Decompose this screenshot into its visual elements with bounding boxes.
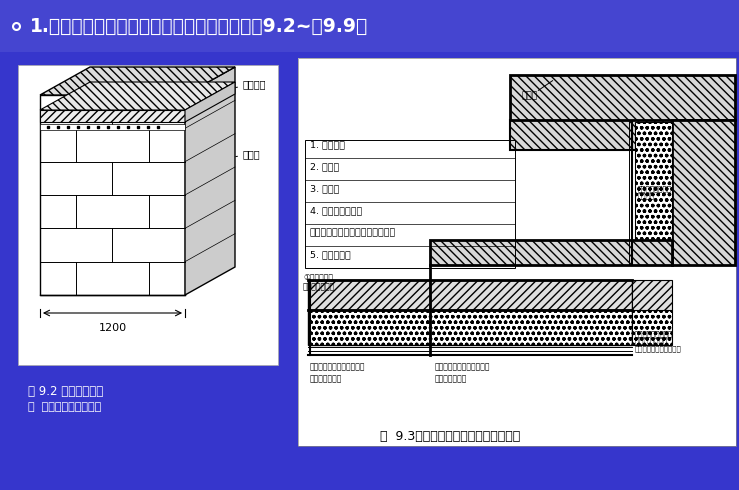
Text: 1. 基层墙体: 1. 基层墙体 xyxy=(310,140,345,149)
Text: 图  9.3首层墙体构造及墙角构造处理图: 图 9.3首层墙体构造及墙角构造处理图 xyxy=(380,430,520,443)
Text: ①层压入锚栓
（立者用新栓）: ①层压入锚栓 （立者用新栓） xyxy=(303,272,336,292)
Text: 注  墙面处板应交错互锁: 注 墙面处板应交错互锁 xyxy=(28,402,101,412)
Text: 耐碱玻璃纤维网格
布增强层: 耐碱玻璃纤维网格 布增强层 xyxy=(638,185,672,199)
Text: 2. 粘贴层: 2. 粘贴层 xyxy=(310,162,339,171)
Text: （压入两层耐碱玻璃纤维网格布）: （压入两层耐碱玻璃纤维网格布） xyxy=(310,228,396,237)
Polygon shape xyxy=(40,82,235,110)
Bar xyxy=(298,58,736,446)
Text: 聚苯板: 聚苯板 xyxy=(236,149,261,159)
Bar xyxy=(305,140,515,268)
Bar xyxy=(18,65,278,365)
Text: 3. 聚苯板: 3. 聚苯板 xyxy=(310,184,339,193)
Text: 配水剂: 配水剂 xyxy=(522,91,538,100)
Bar xyxy=(430,280,632,310)
Bar xyxy=(672,120,735,265)
Bar xyxy=(40,110,185,122)
Text: 5. 底层涂料层: 5. 底层涂料层 xyxy=(310,250,351,259)
Polygon shape xyxy=(185,67,235,295)
Polygon shape xyxy=(510,120,672,265)
Text: 〔标准网格布〕: 〔标准网格布〕 xyxy=(435,374,467,383)
Bar xyxy=(0,0,739,52)
Bar xyxy=(510,75,735,120)
Text: 图 9.2 聚苯板排板图: 图 9.2 聚苯板排板图 xyxy=(28,385,103,398)
Bar xyxy=(40,110,185,122)
Bar xyxy=(40,95,185,295)
Bar xyxy=(430,310,632,345)
Text: 第二层耐碱玻璃纤维网格布: 第二层耐碱玻璃纤维网格布 xyxy=(435,362,491,371)
Text: 1200: 1200 xyxy=(98,323,126,333)
Text: 1.外墙外保温工程几种常见构造做法图（见图9.2~图9.9）: 1.外墙外保温工程几种常见构造做法图（见图9.2~图9.9） xyxy=(30,17,368,35)
Text: 建筑示墙面从上下，
聚苯板 发泡压铺
附：附加耐碱网格布平布: 建筑示墙面从上下， 聚苯板 发泡压铺 附：附加耐碱网格布平布 xyxy=(635,330,682,352)
Text: 第一层耐碱玻璃纤维网格布: 第一层耐碱玻璃纤维网格布 xyxy=(310,362,366,371)
Text: 〔标准网格布〕: 〔标准网格布〕 xyxy=(310,374,342,383)
Bar xyxy=(298,58,736,446)
Bar xyxy=(632,280,672,310)
Text: 基层找平: 基层找平 xyxy=(236,79,267,89)
Polygon shape xyxy=(185,82,235,122)
Bar xyxy=(40,124,185,130)
Text: 4. 聚合物抗裂砂浆: 4. 聚合物抗裂砂浆 xyxy=(310,206,362,215)
Bar xyxy=(308,310,430,345)
Polygon shape xyxy=(40,67,235,95)
Bar xyxy=(308,280,430,310)
Bar xyxy=(430,240,672,265)
Bar xyxy=(635,122,672,265)
Bar xyxy=(632,310,672,345)
